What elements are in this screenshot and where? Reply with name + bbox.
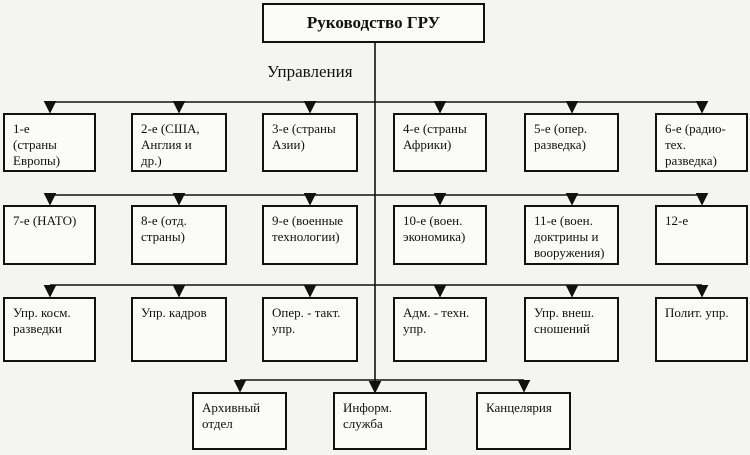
- gru-leadership-box: Руководство ГРУ: [262, 3, 485, 43]
- directorates-label: Управления: [267, 62, 353, 81]
- service-unit-box: Архивный отдел: [192, 392, 287, 450]
- org-unit-box: Опер. - такт. упр.: [262, 297, 358, 362]
- org-unit-box: 7-е (НАТО): [3, 205, 96, 265]
- org-unit-box: 3-е (страны Азии): [262, 113, 358, 172]
- org-unit-box: Упр. косм. разведки: [3, 297, 96, 362]
- org-unit-box: 11-е (воен. доктрины и вооружения): [524, 205, 619, 265]
- org-unit-box: 6-е (радио- тех. разведка): [655, 113, 748, 172]
- org-unit-box: 9-е (военные технологии): [262, 205, 358, 265]
- org-unit-box: Адм. - техн. упр.: [393, 297, 487, 362]
- org-unit-box: 5-е (опер. разведка): [524, 113, 619, 172]
- org-unit-box: 12-е: [655, 205, 748, 265]
- org-unit-box: 10-е (воен. экономика): [393, 205, 487, 265]
- org-unit-box: 2-е (США, Англия и др.): [131, 113, 227, 172]
- org-unit-box: 1-е (страны Европы): [3, 113, 96, 172]
- service-unit-box: Канцелярия: [476, 392, 571, 450]
- org-unit-box: Упр. кадров: [131, 297, 227, 362]
- org-unit-box: Полит. упр.: [655, 297, 748, 362]
- service-unit-box: Информ. служба: [333, 392, 427, 450]
- org-unit-box: Упр. внеш. сношений: [524, 297, 619, 362]
- org-unit-box: 4-е (страны Африки): [393, 113, 487, 172]
- org-unit-box: 8-е (отд. страны): [131, 205, 227, 265]
